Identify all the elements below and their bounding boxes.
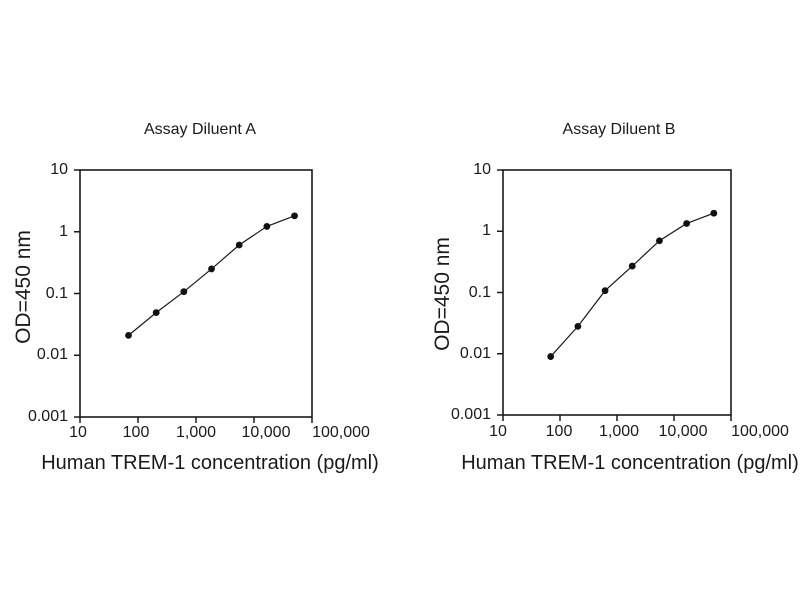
data-point <box>710 209 718 217</box>
data-point <box>683 220 691 227</box>
data-point <box>263 223 271 230</box>
data-point <box>235 241 243 249</box>
data-point <box>152 309 160 317</box>
data-point <box>601 287 609 295</box>
chart-a-x-axis-label: Human TREM-1 concentration (pg/ml) <box>41 452 379 474</box>
data-line <box>550 212 715 357</box>
chart-a-title: Assay Diluent A <box>143 121 257 138</box>
chart-a-x-tick-label: 10,000 <box>241 424 291 441</box>
chart-b-x-tick-label: 100,000 <box>731 423 789 440</box>
chart-b-y-tick-label: 10 <box>473 161 491 178</box>
chart-b-x-tick-label: 1,000 <box>598 423 640 440</box>
data-point <box>574 322 582 330</box>
chart-a-y-tick-label: 0.001 <box>27 408 68 425</box>
chart-a-y-tick-label: 0.1 <box>45 285 68 302</box>
data-point <box>180 288 188 296</box>
chart-a-y-tick-label: 10 <box>50 161 68 178</box>
chart-a-x-tick-label: 100,000 <box>312 424 370 441</box>
chart-b-y-tick-label: 0.01 <box>459 345 491 362</box>
chart-b-x-tick-label: 10,000 <box>658 423 708 440</box>
chart-b-title: Assay Diluent B <box>562 121 676 138</box>
data-line <box>128 215 295 336</box>
data-point <box>125 331 132 339</box>
data-point <box>291 212 298 220</box>
chart-b-x-axis-label: Human TREM-1 concentration (pg/ml) <box>461 452 799 474</box>
chart-a-y-tick-label: 1 <box>59 223 68 240</box>
data-point <box>208 265 215 273</box>
chart-a-x-tick-label: 10 <box>69 424 87 441</box>
plot-box <box>502 169 732 416</box>
chart-b-y-tick-label: 0.1 <box>468 284 491 301</box>
data-point <box>628 262 636 270</box>
chart-b-y-tick-label: 1 <box>482 222 491 239</box>
chart-b-x-tick-label: 10 <box>489 423 507 440</box>
chart-b-x-tick-label: 100 <box>545 423 573 440</box>
data-point <box>656 237 663 245</box>
chart-a-y-tick-label: 0.01 <box>36 346 68 363</box>
plot-box <box>79 169 313 418</box>
chart-a-x-tick-label: 100 <box>122 424 150 441</box>
chart-a-x-tick-label: 1,000 <box>175 424 217 441</box>
data-point <box>547 353 555 360</box>
chart-b-y-tick-label: 0.001 <box>450 406 491 423</box>
